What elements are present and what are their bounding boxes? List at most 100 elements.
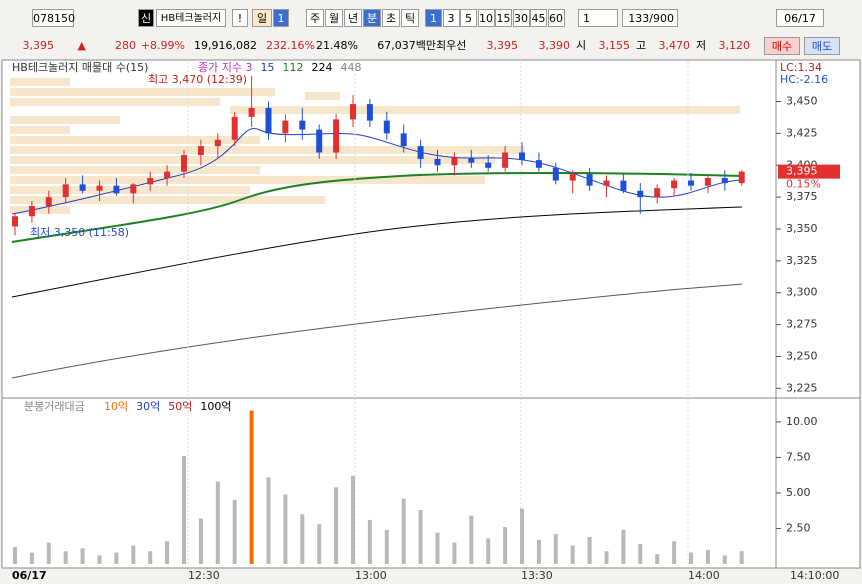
volume-bar bbox=[80, 548, 85, 564]
candle-body bbox=[502, 152, 509, 168]
candle-body bbox=[688, 180, 694, 186]
volume-bar bbox=[13, 546, 17, 564]
y-tick-label: 3,275 bbox=[786, 318, 818, 331]
x-tick-label: 06/17 bbox=[12, 569, 47, 582]
candle-body bbox=[12, 216, 18, 227]
volume-bar bbox=[165, 541, 170, 564]
volume-bar bbox=[418, 510, 423, 564]
candle-body bbox=[79, 184, 86, 191]
period-btn[interactable]: 틱 bbox=[401, 9, 419, 27]
quote-volume: 19,916,082 bbox=[194, 39, 257, 52]
interval-btn[interactable]: 30 bbox=[512, 9, 530, 27]
quote-vol-rate: 232.16% bbox=[266, 39, 315, 52]
candle-body bbox=[214, 139, 221, 147]
volume-bar bbox=[29, 552, 34, 564]
alert-btn[interactable]: ! bbox=[232, 9, 248, 27]
last-rate: 0.15% bbox=[786, 178, 821, 191]
volume-bar bbox=[520, 508, 524, 564]
interval-btn[interactable]: 45 bbox=[530, 9, 547, 27]
candle-body bbox=[366, 104, 373, 121]
interval-btn[interactable]: 15 bbox=[495, 9, 512, 27]
x-tick-label: 14:10:00 bbox=[790, 569, 839, 582]
volume-bar bbox=[722, 555, 727, 564]
volume-bar bbox=[232, 500, 237, 564]
volume-bar bbox=[435, 532, 440, 564]
y-tick-label: 2.50 bbox=[786, 521, 811, 534]
x-tick-label: 13:00 bbox=[355, 569, 387, 582]
period-btn[interactable]: 월 bbox=[325, 9, 343, 27]
quote-open-label: 시 bbox=[576, 39, 587, 52]
candle-body bbox=[130, 184, 137, 194]
chart-title: HB테크놀러지 매물대 수(15) bbox=[12, 61, 148, 74]
y-tick-label: 3,375 bbox=[786, 190, 818, 203]
quote-low-label: 저 bbox=[696, 39, 707, 52]
volume-bar bbox=[587, 537, 592, 564]
volume-bar bbox=[570, 545, 575, 564]
badge: 신 bbox=[138, 9, 154, 27]
volume-bar bbox=[63, 551, 68, 564]
candle-body bbox=[552, 167, 559, 181]
period-btn[interactable]: 분 bbox=[363, 9, 381, 27]
period-n[interactable]: 1 bbox=[273, 9, 289, 27]
quote-open: 3,155 bbox=[598, 39, 631, 52]
volume-bar bbox=[384, 529, 389, 564]
candle-body bbox=[586, 174, 593, 186]
y-tick-label: 3,450 bbox=[786, 95, 818, 108]
candle-body bbox=[197, 146, 204, 156]
quote-best-label: 최우선 bbox=[436, 39, 467, 52]
candle-body bbox=[451, 157, 458, 166]
x-tick-label: 14:00 bbox=[688, 569, 720, 582]
y-tick-label: 3,300 bbox=[786, 286, 818, 299]
x-tick-label: 13:30 bbox=[521, 569, 553, 582]
period-btn[interactable]: 년 bbox=[344, 9, 362, 27]
interval-btn[interactable]: 60 bbox=[547, 9, 565, 27]
interval-btn[interactable]: 1 bbox=[425, 9, 442, 27]
candle-body bbox=[704, 178, 711, 186]
sell-btn[interactable]: 매도 bbox=[804, 37, 840, 55]
candle-body bbox=[721, 178, 728, 184]
interval-btn[interactable]: 3 bbox=[442, 9, 460, 27]
volume-bar bbox=[300, 514, 305, 564]
buy-btn[interactable]: 매수 bbox=[764, 37, 800, 55]
legend-item: 224 bbox=[311, 61, 332, 74]
volume-bar bbox=[249, 410, 254, 564]
candle-body bbox=[569, 174, 576, 181]
y-tick-label: 3,325 bbox=[786, 254, 818, 267]
count-input[interactable]: 1 bbox=[578, 9, 618, 27]
legend-item: 10억 bbox=[104, 400, 128, 413]
candle-body bbox=[468, 157, 475, 163]
date-input[interactable]: 06/17 bbox=[776, 9, 824, 27]
candle-body bbox=[181, 155, 187, 172]
low-note: 최저 3,350 (11:58) bbox=[30, 226, 129, 239]
period-btn[interactable]: 주 bbox=[306, 9, 324, 27]
candle-body bbox=[282, 120, 289, 134]
volume-bar bbox=[351, 475, 355, 564]
code-input[interactable]: 078150 bbox=[32, 9, 75, 27]
period-btn[interactable]: 초 bbox=[382, 9, 400, 27]
volume-bar bbox=[621, 529, 626, 564]
lc-label: LC:1.34 bbox=[780, 61, 822, 74]
y-tick-label: 3,250 bbox=[786, 349, 818, 362]
candle-body bbox=[62, 184, 69, 198]
candle-body bbox=[147, 178, 154, 185]
interval-btn[interactable]: 5 bbox=[460, 9, 477, 27]
candle-body bbox=[164, 171, 171, 179]
quote-turnover: 21.48% bbox=[316, 39, 358, 52]
period-btn[interactable]: 일 bbox=[252, 9, 272, 27]
legend-item: 448 bbox=[340, 61, 361, 74]
candle-body bbox=[434, 158, 441, 166]
legend-item: 112 bbox=[282, 61, 303, 74]
volume-bar bbox=[367, 519, 372, 564]
volume-bar bbox=[114, 552, 119, 564]
quote-high: 3,470 bbox=[658, 39, 691, 52]
interval-btn[interactable]: 10 bbox=[477, 9, 495, 27]
volume-bar bbox=[97, 555, 102, 564]
legend-item: 종가 지수 3 bbox=[198, 61, 252, 74]
volume-bar bbox=[689, 552, 693, 564]
candle-body bbox=[738, 171, 745, 184]
volume-bar bbox=[317, 524, 322, 564]
candle-body bbox=[383, 120, 390, 134]
quote-price: 3,395 bbox=[22, 39, 55, 52]
candle-body bbox=[637, 190, 644, 198]
